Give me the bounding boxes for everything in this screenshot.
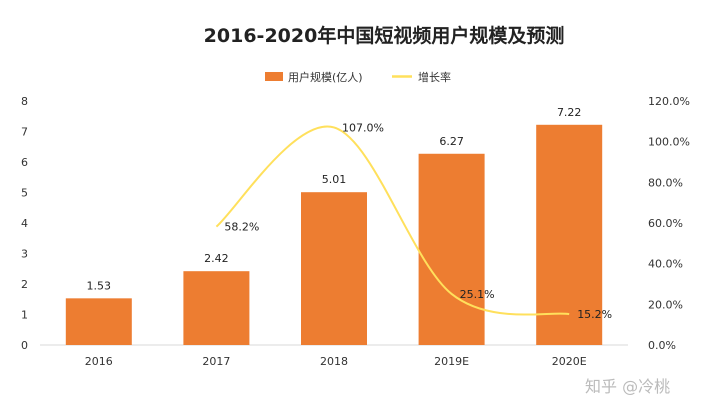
line-value-label: 107.0% xyxy=(342,121,384,134)
x-axis: 2016 2017 2018 2019E 2020E xyxy=(85,355,587,368)
right-tick-label: 0.0% xyxy=(648,339,676,352)
bar-labels: 1.53 2.42 5.01 6.27 7.22 xyxy=(87,106,582,293)
bar-value-label: 2.42 xyxy=(204,252,229,265)
left-tick-label: 6 xyxy=(21,156,28,169)
x-tick-label: 2017 xyxy=(202,355,230,368)
right-tick-label: 40.0% xyxy=(648,258,683,271)
left-tick-label: 5 xyxy=(21,187,28,200)
right-axis: 0.0% 20.0% 40.0% 60.0% 80.0% 100.0% 120.0% xyxy=(648,95,690,352)
left-tick-label: 1 xyxy=(21,309,28,322)
bar-2018 xyxy=(301,192,367,345)
legend: 用户规模(亿人) 增长率 xyxy=(265,70,451,84)
bar-value-label: 7.22 xyxy=(557,106,582,119)
left-tick-label: 4 xyxy=(21,217,28,230)
bar-2016 xyxy=(65,298,132,345)
left-tick-label: 7 xyxy=(21,126,28,139)
line-value-label: 25.1% xyxy=(460,288,495,301)
left-tick-label: 0 xyxy=(21,339,28,352)
x-tick-label: 2020E xyxy=(552,355,587,368)
legend-bar-swatch xyxy=(265,72,283,81)
right-tick-label: 60.0% xyxy=(648,217,683,230)
bar-value-label: 6.27 xyxy=(439,135,464,148)
bar-series xyxy=(65,124,603,345)
right-tick-label: 100.0% xyxy=(648,136,690,149)
x-tick-label: 2018 xyxy=(320,355,348,368)
line-labels: 58.2% 107.0% 25.1% 15.2% xyxy=(224,121,612,321)
growth-rate-line xyxy=(215,125,570,316)
left-tick-label: 3 xyxy=(21,248,28,261)
left-axis: 0 1 2 3 4 5 6 7 8 xyxy=(21,95,28,352)
right-tick-label: 80.0% xyxy=(648,176,683,189)
legend-bar-label: 用户规模(亿人) xyxy=(288,70,363,84)
right-tick-label: 20.0% xyxy=(648,298,683,311)
chart-title: 2016-2020年中国短视频用户规模及预测 xyxy=(204,24,565,47)
bar-2020E xyxy=(536,124,603,345)
left-tick-label: 8 xyxy=(21,95,28,108)
bar-value-label: 1.53 xyxy=(87,279,112,292)
line-value-label: 58.2% xyxy=(224,221,259,234)
bar-value-label: 5.01 xyxy=(322,173,347,186)
x-tick-label: 2016 xyxy=(85,355,113,368)
left-tick-label: 2 xyxy=(21,278,28,291)
bar-2019E xyxy=(418,153,485,345)
x-tick-label: 2019E xyxy=(434,355,469,368)
watermark: 知乎 @冷桃 xyxy=(585,377,670,396)
right-tick-label: 120.0% xyxy=(648,95,690,108)
line-value-label: 15.2% xyxy=(577,308,612,321)
legend-line-label: 增长率 xyxy=(418,70,451,84)
bar-2017 xyxy=(183,271,250,345)
